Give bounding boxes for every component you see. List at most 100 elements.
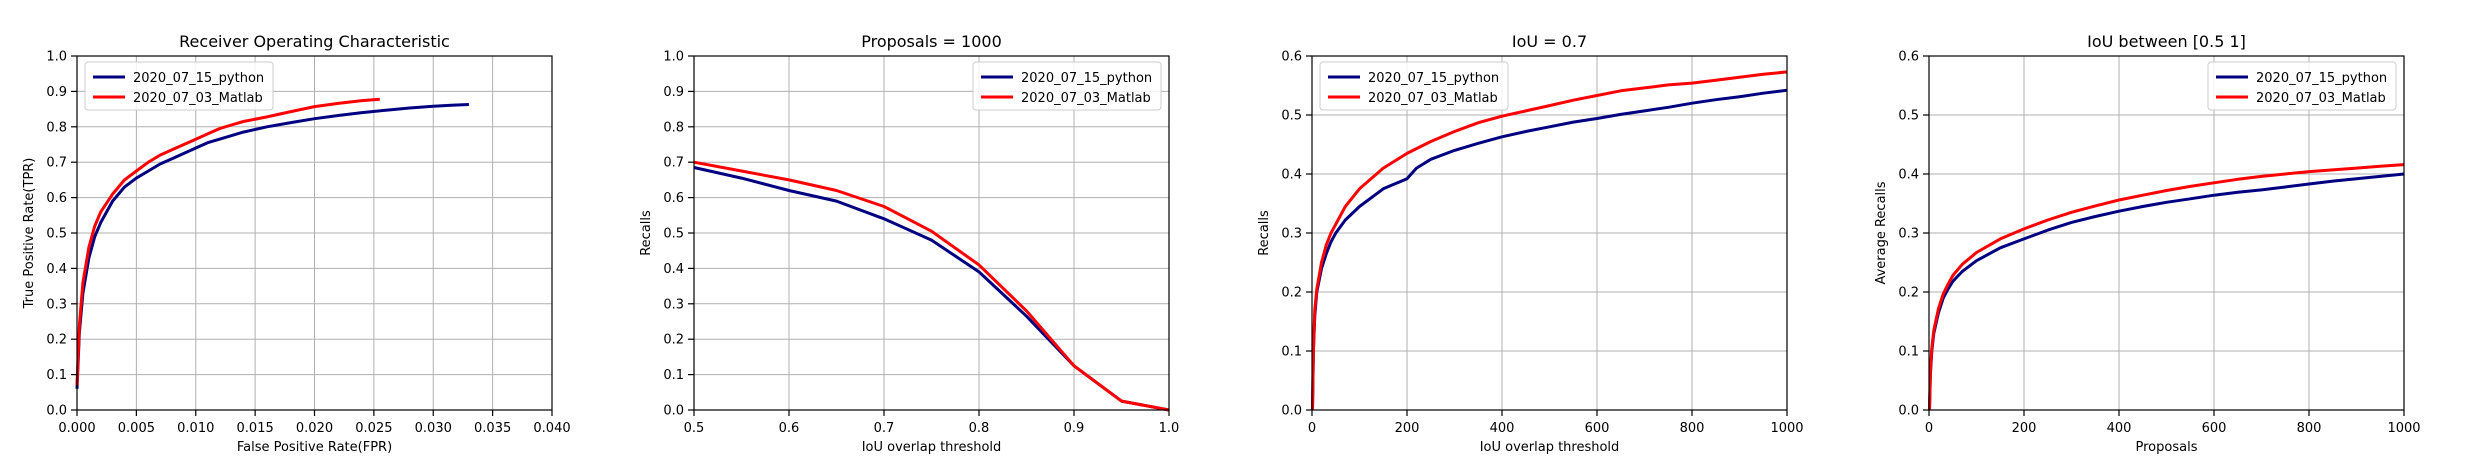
legend-box: [2207, 61, 2397, 111]
y-axis-label: Recalls: [639, 210, 654, 256]
y-tick-label: 0.4: [46, 262, 67, 277]
chart-1: 0.000 0.005 0.010 0.015 0.020 0.025 0.030 0.035…: [22, 32, 571, 455]
legend: 2020_07_15_python 2020_07_03_Matlab: [972, 61, 1162, 111]
y-tick-label: 0.5: [663, 227, 684, 242]
chart-title: IoU between [0.5 1]: [2087, 32, 2246, 51]
y-tick-label: 0.2: [1281, 286, 1302, 301]
legend-label-2: 2020_07_03_Matlab: [2256, 91, 2386, 106]
series-line-2: [1311, 70, 1788, 411]
y-tick-label: 0.8: [46, 120, 67, 135]
y-tick-label: 0.2: [46, 333, 67, 348]
x-tick-label: 0.020: [296, 421, 333, 436]
legend-label-1: 2020_07_15_python: [133, 71, 264, 86]
x-tick-label: 0.010: [177, 421, 214, 436]
legend-label-2: 2020_07_03_Matlab: [1368, 91, 1498, 106]
x-tick-label: 1000: [1770, 421, 1803, 436]
y-tick-label: 0.3: [46, 297, 67, 312]
x-tick-label: 0.6: [779, 421, 800, 436]
y-tick-label: 0.1: [663, 368, 684, 383]
y-tick-label: 0.2: [663, 333, 684, 348]
y-tick-label: 0.0: [46, 404, 67, 419]
legend-label-1: 2020_07_15_python: [1021, 71, 1152, 86]
y-tick-label: 0.7: [46, 156, 67, 171]
x-tick-label: 400: [2107, 421, 2132, 436]
y-tick-label: 0.1: [1281, 345, 1302, 360]
y-tick-label: 1.0: [46, 50, 67, 65]
y-axis-label: Recalls: [1257, 210, 1272, 256]
legend: 2020_07_15_python 2020_07_03_Matlab: [84, 61, 274, 111]
x-tick-label: 0: [1308, 421, 1316, 436]
y-tick-label: 0.3: [663, 297, 684, 312]
x-axis-label: IoU overlap threshold: [1480, 440, 1620, 455]
x-tick-label: 0.015: [237, 421, 274, 436]
y-tick-label: 0.6: [663, 191, 684, 206]
x-tick-label: 0.8: [969, 421, 990, 436]
y-tick-label: 0.6: [1281, 50, 1302, 65]
legend-box: [1319, 61, 1509, 111]
x-tick-label: 0.025: [355, 421, 392, 436]
x-tick-label: 200: [1395, 421, 1420, 436]
y-tick-label: 0.4: [1898, 168, 1919, 183]
y-tick-label: 0.1: [1898, 345, 1919, 360]
x-tick-label: 0.7: [874, 421, 895, 436]
legend-label-1: 2020_07_15_python: [2256, 71, 2387, 86]
x-tick-label: 0.040: [533, 421, 570, 436]
y-tick-label: 0.5: [46, 227, 67, 242]
y-tick-label: 0.0: [1281, 404, 1302, 419]
y-tick-label: 0.9: [46, 85, 67, 100]
legend-box: [84, 61, 274, 111]
x-tick-label: 600: [2202, 421, 2227, 436]
x-axis-label: IoU overlap threshold: [862, 440, 1002, 455]
y-tick-label: 0.3: [1281, 227, 1302, 242]
x-tick-label: 0.5: [684, 421, 705, 436]
x-tick-label: 400: [1490, 421, 1515, 436]
y-tick-label: 0.5: [1281, 109, 1302, 124]
x-tick-label: 600: [1585, 421, 1610, 436]
x-tick-label: 200: [2012, 421, 2037, 436]
legend-label-1: 2020_07_15_python: [1368, 71, 1499, 86]
x-tick-label: 800: [2297, 421, 2322, 436]
chart-4: 0 200 400 600 800 1000 0.0 0.1 0.2 0.3 0.4 0.5 0.6 Io…: [1874, 32, 2421, 455]
x-tick-label: 0.9: [1064, 421, 1085, 436]
x-tick-label: 0.035: [474, 421, 511, 436]
y-tick-label: 0.2: [1898, 286, 1919, 301]
y-tick-label: 0.6: [46, 191, 67, 206]
y-tick-label: 0.5: [1898, 109, 1919, 124]
legend-label-2: 2020_07_03_Matlab: [1021, 91, 1151, 106]
x-axis-label: Proposals: [2136, 440, 2198, 455]
y-tick-label: 0.4: [1281, 168, 1302, 183]
y-tick-label: 0.0: [663, 404, 684, 419]
y-tick-label: 0.1: [46, 368, 67, 383]
x-tick-label: 1000: [2387, 421, 2420, 436]
y-axis-label: Average Recalls: [1874, 181, 1889, 284]
chart-title: Receiver Operating Characteristic: [179, 32, 450, 51]
x-tick-label: 0.000: [58, 421, 95, 436]
y-axis-label: True Positive Rate(TPR): [22, 158, 37, 310]
y-tick-label: 0.6: [1898, 50, 1919, 65]
y-tick-label: 0.3: [1898, 227, 1919, 242]
x-tick-label: 800: [1680, 421, 1705, 436]
y-tick-label: 0.0: [1898, 404, 1919, 419]
x-tick-label: 0.005: [118, 421, 155, 436]
x-tick-label: 0.030: [415, 421, 452, 436]
series-line-1: [1311, 88, 1788, 411]
y-tick-label: 0.8: [663, 120, 684, 135]
x-tick-label: 0: [1925, 421, 1933, 436]
x-tick-label: 1.0: [1159, 421, 1180, 436]
chart-2: 0.5 0.6 0.7 0.8 0.9 1.0 0.0 0.1 0.2 0.3 0.4 0.5 0.6 0…: [639, 32, 1179, 455]
series-line-1: [75, 103, 469, 389]
legend-box: [972, 61, 1162, 111]
chart-title: IoU = 0.7: [1512, 32, 1587, 51]
legend: 2020_07_15_python 2020_07_03_Matlab: [2207, 61, 2397, 111]
chart-title: Proposals = 1000: [861, 32, 1002, 51]
legend-label-2: 2020_07_03_Matlab: [133, 91, 263, 106]
gridlines: [76, 55, 553, 411]
legend: 2020_07_15_python 2020_07_03_Matlab: [1319, 61, 1509, 111]
series-line-2: [75, 97, 380, 386]
y-tick-label: 0.4: [663, 262, 684, 277]
x-axis-label: False Positive Rate(FPR): [237, 440, 392, 455]
chart-3: 0 200 400 600 800 1000 0.0 0.1 0.2 0.3 0.4 0.5 0.6 Io…: [1257, 32, 1804, 455]
series-line-2: [1928, 163, 2405, 411]
series-line-2: [693, 160, 1170, 412]
